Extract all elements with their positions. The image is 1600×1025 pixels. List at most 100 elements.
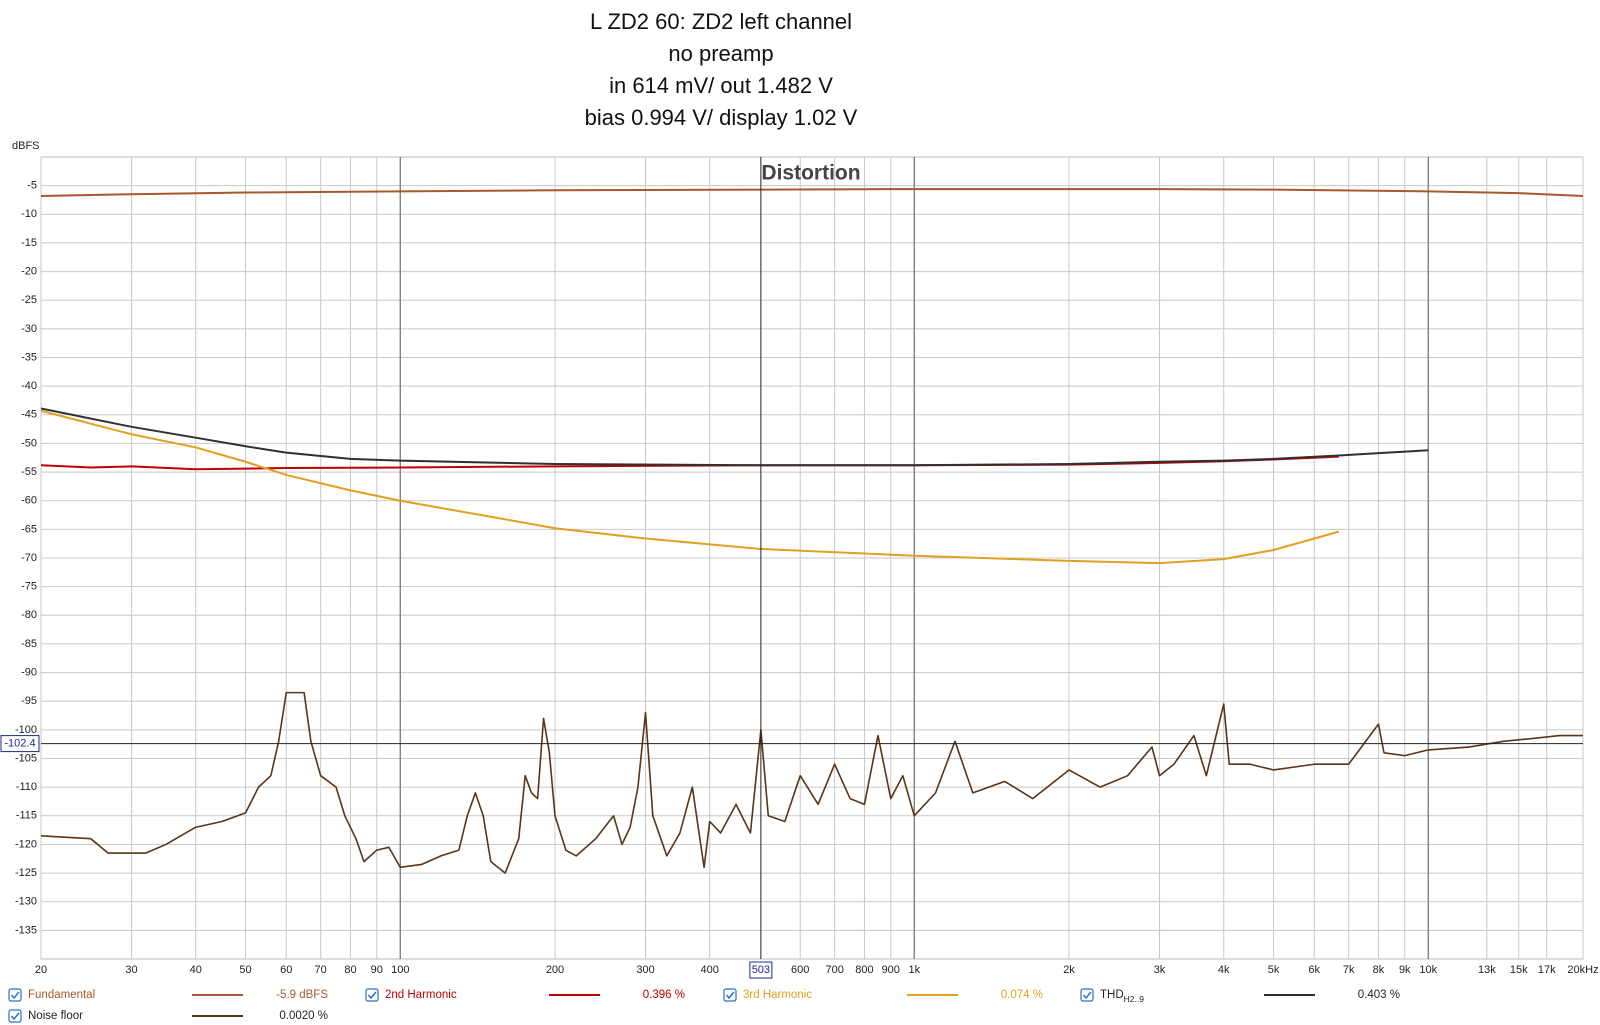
checkbox-check <box>10 991 20 1000</box>
y-tick-label: -75 <box>21 581 37 593</box>
legend-name: Fundamental <box>28 989 95 1001</box>
x-tick-label: 6k <box>1308 964 1320 976</box>
checkbox-check <box>10 1012 20 1021</box>
legend-readout: 0.403 % <box>1358 989 1400 1001</box>
y-tick-label: -10 <box>21 208 37 220</box>
series-line <box>41 407 1429 467</box>
y-tick-label: -60 <box>21 495 37 507</box>
y-tick-label: -45 <box>21 409 37 421</box>
x-tick-label: 9k <box>1399 964 1411 976</box>
y-tick-label: -80 <box>21 609 37 621</box>
y-tick-label: -135 <box>15 924 37 936</box>
chart-title: no preamp <box>668 41 773 66</box>
y-tick-label: -130 <box>15 896 37 908</box>
legend-readout: 0.074 % <box>1001 989 1043 1001</box>
legend-label: Fundamental <box>28 989 95 1001</box>
x-tick-label: 1k <box>908 964 920 976</box>
cursor-label-box <box>749 961 773 979</box>
x-tick-label: 80 <box>344 964 356 976</box>
checkbox-check <box>367 991 377 1000</box>
cursor-label-box <box>0 735 40 753</box>
y-tick-label: -105 <box>15 752 37 764</box>
y-tick-label: -100 <box>15 724 37 736</box>
x-tick-label: 200 <box>546 964 564 976</box>
checkbox-box <box>8 988 22 1002</box>
legend-checkbox[interactable] <box>8 1009 22 1023</box>
y-tick-label: -20 <box>21 265 37 277</box>
x-tick-label: 13k <box>1478 964 1496 976</box>
checkbox-box <box>723 988 737 1002</box>
series-line <box>41 409 1340 565</box>
legend-label: 2nd Harmonic <box>385 989 457 1001</box>
x-tick-label: 600 <box>791 964 809 976</box>
chart-title: L ZD2 60: ZD2 left channel <box>590 9 852 34</box>
x-tick-label: 30 <box>125 964 137 976</box>
legend-name: 2nd Harmonic <box>385 989 457 1001</box>
x-tick-label: 4k <box>1218 964 1230 976</box>
x-tick-label: 2k <box>1063 964 1075 976</box>
x-tick-label: 90 <box>371 964 383 976</box>
x-tick-label: 5k <box>1268 964 1280 976</box>
x-tick-label: 100 <box>391 964 409 976</box>
legend-name-sub: H2..9 <box>1124 994 1145 1004</box>
legend-name: 3rd Harmonic <box>743 989 812 1001</box>
checkbox-check <box>1082 991 1092 1000</box>
y-axis-label: dBFS <box>12 140 40 152</box>
x-tick-label: 15k <box>1510 964 1528 976</box>
x-tick-label: 20 <box>35 964 47 976</box>
legend-readout: 0.396 % <box>643 989 685 1001</box>
y-tick-label: -35 <box>21 351 37 363</box>
x-tick-label: 300 <box>636 964 654 976</box>
y-tick-label: -55 <box>21 466 37 478</box>
legend-readout: -5.9 dBFS <box>276 989 328 1001</box>
y-tick-label: -120 <box>15 838 37 850</box>
x-tick-label: 10k <box>1419 964 1437 976</box>
x-tick-label: 40 <box>190 964 202 976</box>
legend-label: Noise floor <box>28 1010 83 1022</box>
x-tick-label: 7k <box>1343 964 1355 976</box>
x-tick-label: 8k <box>1373 964 1385 976</box>
legend-checkbox[interactable] <box>1080 988 1094 1002</box>
legend-readout: 0.0020 % <box>279 1010 328 1022</box>
legend-name: Noise floor <box>28 1010 83 1022</box>
checkbox-box <box>1080 988 1094 1002</box>
plot-title: Distortion <box>761 162 860 185</box>
y-tick-label: -50 <box>21 437 37 449</box>
checkbox-check <box>725 991 735 1000</box>
x-tick-label: 60 <box>280 964 292 976</box>
chart-title: in 614 mV/ out 1.482 V <box>609 73 833 98</box>
checkbox-box <box>8 1009 22 1023</box>
y-tick-label: -90 <box>21 666 37 678</box>
series-line <box>41 691 1583 874</box>
y-tick-label: -85 <box>21 638 37 650</box>
legend-checkbox[interactable] <box>365 988 379 1002</box>
x-tick-label: 3k <box>1154 964 1166 976</box>
y-tick-label: -70 <box>21 552 37 564</box>
legend-checkbox[interactable] <box>8 988 22 1002</box>
x-tick-label: 70 <box>315 964 327 976</box>
y-tick-label: -125 <box>15 867 37 879</box>
y-tick-label: -15 <box>21 237 37 249</box>
legend-label: 3rd Harmonic <box>743 989 812 1001</box>
checkbox-box <box>365 988 379 1002</box>
y-tick-label: -110 <box>16 781 37 793</box>
chart-title: bias 0.994 V/ display 1.02 V <box>585 105 858 130</box>
title-block: L ZD2 60: ZD2 left channel no preamp in … <box>585 9 858 130</box>
legend-label: THDH2..9 <box>1100 989 1144 1004</box>
legend-checkbox[interactable] <box>723 988 737 1002</box>
y-tick-label: -30 <box>21 323 37 335</box>
x-tick-label: 17k <box>1538 964 1556 976</box>
x-tick-label: 800 <box>855 964 873 976</box>
y-tick-label: -25 <box>21 294 37 306</box>
x-tick-label: 900 <box>882 964 900 976</box>
cursor-y-label: -102.4 <box>4 738 35 750</box>
cursor-x-label: 503 <box>752 964 770 976</box>
x-tick-label: 400 <box>701 964 719 976</box>
x-tick-label: 700 <box>825 964 843 976</box>
series-line <box>41 188 1583 197</box>
x-tick-label: 20kHz <box>1567 964 1598 976</box>
y-tick-label: -115 <box>16 810 37 822</box>
y-tick-label: -65 <box>21 523 37 535</box>
